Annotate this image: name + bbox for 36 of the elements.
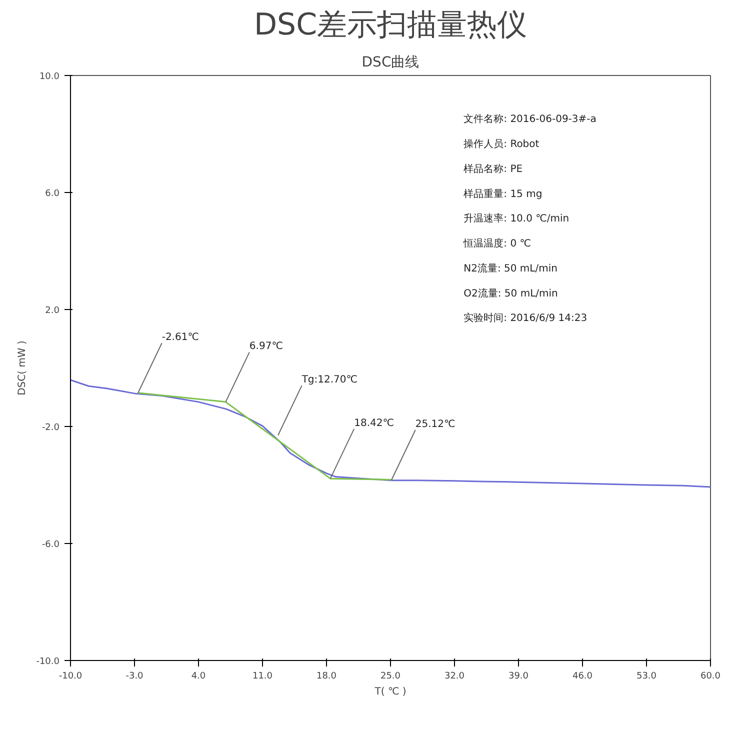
y-tick-label: -6.0 <box>42 540 60 550</box>
annotation: Tg:12.70℃ <box>300 374 358 386</box>
y-tick-label: 10.0 <box>39 72 60 82</box>
annotation: N2流量: 50 mL/min <box>464 262 558 274</box>
y-tick-label: 6.0 <box>45 189 60 199</box>
annotation: 操作人员: Robot <box>464 138 540 150</box>
chart-subtitle: DSC曲线 <box>362 54 420 70</box>
annotation: O2流量: 50 mL/min <box>464 287 558 300</box>
annotation: 6.97℃ <box>249 341 283 352</box>
annotation: 样品重量: 15 mg <box>464 188 542 200</box>
annotation: 升温速率: 10.0 ℃/min <box>464 212 570 225</box>
x-tick-label: 60.0 <box>700 672 721 682</box>
annotation: 文件名称: 2016-06-09-3#-a <box>464 113 596 126</box>
y-tick-label: 2.0 <box>45 306 60 316</box>
annotation: 恒温温度: 0 ℃ <box>462 238 531 250</box>
x-tick-label: -3.0 <box>126 672 144 682</box>
x-tick-label: 32.0 <box>444 672 465 682</box>
x-tick-label: 53.0 <box>636 672 657 682</box>
x-tick-label: 4.0 <box>191 672 206 682</box>
x-tick-label: 11.0 <box>252 672 273 682</box>
x-tick-label: -10.0 <box>58 672 82 682</box>
annotation: -2.61℃ <box>162 332 199 344</box>
y-tick-label: -10.0 <box>36 657 60 667</box>
x-tick-label: 39.0 <box>508 672 529 682</box>
annotation: 18.42℃ <box>354 418 394 429</box>
line-series <box>137 392 392 480</box>
annotation: 实验时间: 2016/6/9 14:23 <box>464 312 588 324</box>
y-tick-label: -2.0 <box>42 423 60 433</box>
x-tick-label: 46.0 <box>572 672 593 682</box>
y-axis-title: DSC( mW ) <box>17 340 28 396</box>
x-tick-label: 18.0 <box>316 672 337 682</box>
x-tick-label: 25.0 <box>380 672 401 682</box>
x-axis-title: T( ℃ ) <box>374 686 406 698</box>
annotation: 25.12℃ <box>415 419 456 430</box>
chart-title: DSC差示扫描量热仪 <box>254 8 528 42</box>
annotation: 样品名称: PE <box>464 162 523 175</box>
